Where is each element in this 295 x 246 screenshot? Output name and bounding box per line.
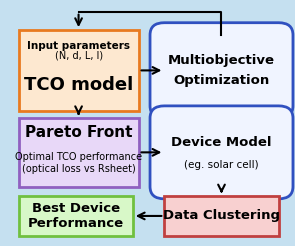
Text: Multiobjective: Multiobjective — [168, 54, 275, 67]
FancyBboxPatch shape — [150, 23, 293, 118]
Text: (eg. solar cell): (eg. solar cell) — [184, 160, 259, 169]
Text: Optimal TCO performance: Optimal TCO performance — [15, 152, 142, 162]
Text: Data Clustering: Data Clustering — [163, 209, 280, 222]
FancyBboxPatch shape — [19, 118, 139, 187]
FancyBboxPatch shape — [164, 196, 279, 235]
Text: (optical loss vs Rsheet): (optical loss vs Rsheet) — [22, 165, 135, 174]
FancyBboxPatch shape — [19, 30, 139, 111]
Text: Pareto Front: Pareto Front — [25, 125, 132, 140]
Text: Performance: Performance — [28, 217, 124, 230]
FancyBboxPatch shape — [150, 106, 293, 199]
Text: TCO model: TCO model — [24, 76, 133, 94]
Text: Optimization: Optimization — [173, 74, 270, 87]
Text: Device Model: Device Model — [171, 136, 272, 149]
Text: Best Device: Best Device — [32, 202, 120, 215]
Text: (N, d, L, l): (N, d, L, l) — [55, 51, 103, 61]
Text: Input parameters: Input parameters — [27, 41, 130, 51]
FancyBboxPatch shape — [19, 196, 133, 235]
